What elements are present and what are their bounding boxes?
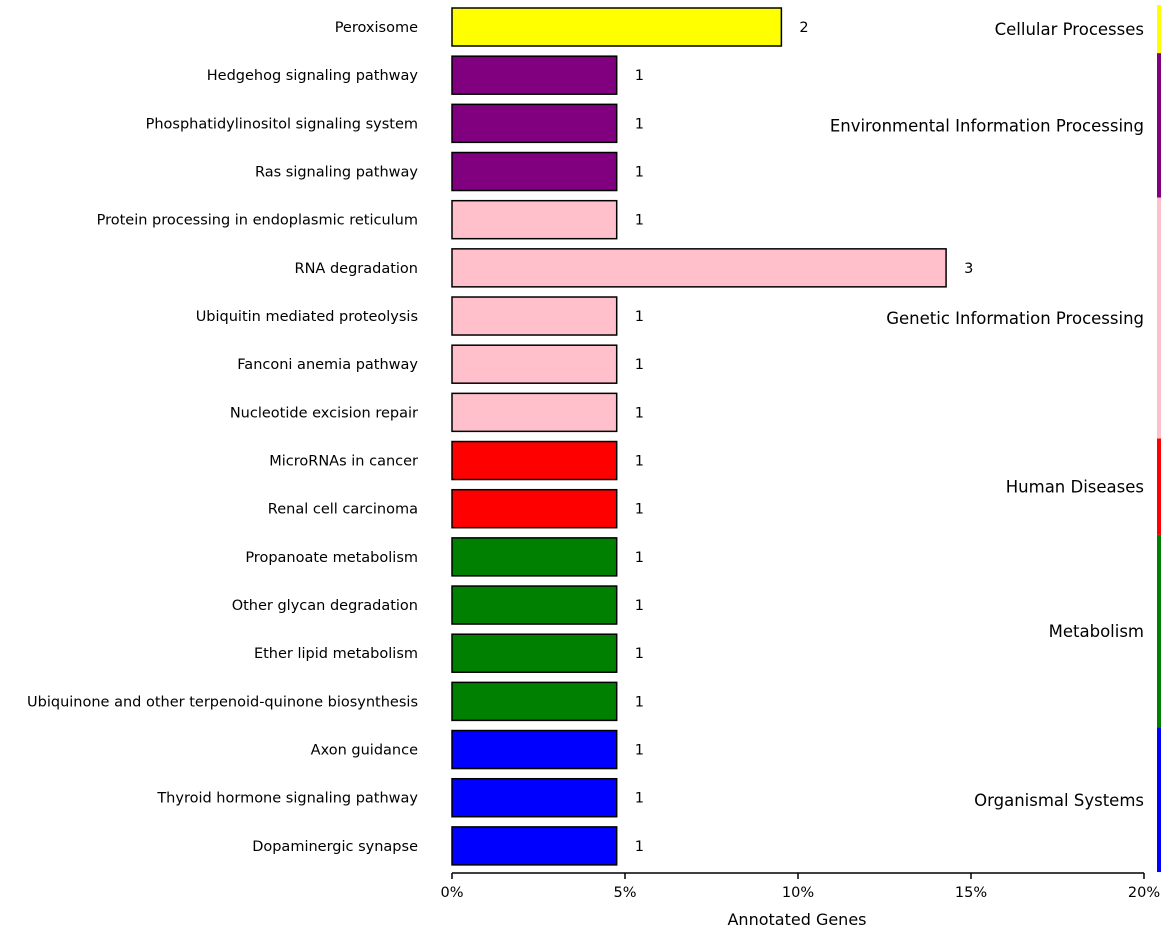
value-label-thyroid-hormone-signaling-pathway: 1 <box>635 791 644 807</box>
category-label-micrornas-in-cancer: MicroRNAs in cancer <box>269 454 418 470</box>
x-tick-label: 10% <box>782 885 814 901</box>
value-label-axon-guidance: 1 <box>635 743 644 759</box>
group-label-cellular-processes: Cellular Processes <box>995 20 1144 39</box>
value-label-nucleotide-excision-repair: 1 <box>635 405 644 421</box>
bar-micrornas-in-cancer <box>451 440 618 481</box>
category-label-fanconi-anemia-pathway: Fanconi anemia pathway <box>237 357 418 373</box>
value-label-rna-degradation: 3 <box>964 261 973 277</box>
bar-phosphatidylinositol-signaling-system <box>451 103 618 144</box>
category-label-dopaminergic-synapse: Dopaminergic synapse <box>252 839 418 855</box>
value-label-phosphatidylinositol-signaling-system: 1 <box>635 116 644 132</box>
bar-renal-cell-carcinoma <box>451 488 618 529</box>
category-label-nucleotide-excision-repair: Nucleotide excision repair <box>230 405 418 421</box>
x-axis: 0% 5% 10% 15% 20% <box>440 872 1160 901</box>
bar-ether-lipid-metabolism <box>451 633 618 673</box>
bar-series <box>451 7 947 866</box>
bar-other-glycan-degradation <box>451 585 618 625</box>
bar-protein-processing-in-endoplasmic-reticulum <box>451 199 618 240</box>
value-label-other-glycan-degradation: 1 <box>635 598 644 614</box>
category-label-ubiquinone-and-other-terpenoid-quinone-biosynthesis: Ubiquinone and other terpenoid-quinone b… <box>27 694 418 710</box>
value-label-peroxisome: 2 <box>799 20 808 36</box>
x-tick-label: 15% <box>955 885 987 901</box>
bar-rna-degradation <box>451 248 947 288</box>
group-strip-genetic-information-processing <box>1157 197 1161 439</box>
group-strip-organismal-systems <box>1157 727 1161 873</box>
group-strip-environmental-information-processing <box>1157 53 1161 198</box>
category-label-axon-guidance: Axon guidance <box>311 743 418 759</box>
x-tick-label: 5% <box>613 885 636 901</box>
group-labels: Cellular Processes Environmental Informat… <box>830 20 1144 810</box>
group-label-environmental-information-processing: Environmental Information Processing <box>830 116 1144 135</box>
value-label-fanconi-anemia-pathway: 1 <box>635 357 644 373</box>
category-label-thyroid-hormone-signaling-pathway: Thyroid hormone signaling pathway <box>156 791 418 807</box>
bar-ras-signaling-pathway <box>451 151 618 192</box>
bar-dopaminergic-synapse <box>451 826 618 866</box>
category-label-ras-signaling-pathway: Ras signaling pathway <box>255 165 418 181</box>
bar-ubiquitin-mediated-proteolysis <box>451 296 618 336</box>
bar-fanconi-anemia-pathway <box>451 344 618 384</box>
group-strip-cellular-processes <box>1157 5 1161 54</box>
x-tick-label: 20% <box>1128 885 1160 901</box>
bar-propanoate-metabolism <box>451 537 618 577</box>
category-label-hedgehog-signaling-pathway: Hedgehog signaling pathway <box>207 68 419 84</box>
value-labels: 2 1 1 1 1 3 1 1 1 1 1 1 1 1 1 1 1 1 <box>635 20 974 855</box>
category-label-ether-lipid-metabolism: Ether lipid metabolism <box>254 646 418 662</box>
bar-peroxisome <box>451 7 783 47</box>
category-label-ubiquitin-mediated-proteolysis: Ubiquitin mediated proteolysis <box>196 309 418 325</box>
group-strip-metabolism <box>1157 534 1161 728</box>
value-label-dopaminergic-synapse: 1 <box>635 839 644 855</box>
value-label-ether-lipid-metabolism: 1 <box>635 646 644 662</box>
value-label-protein-processing-in-endoplasmic-reticulum: 1 <box>635 213 644 229</box>
group-label-human-diseases: Human Diseases <box>1006 478 1144 497</box>
value-label-ubiquitin-mediated-proteolysis: 1 <box>635 309 644 325</box>
bar-thyroid-hormone-signaling-pathway <box>451 777 618 818</box>
x-axis-title: Annotated Genes <box>727 910 866 929</box>
value-label-ubiquinone-and-other-terpenoid-quinone-biosynthesis: 1 <box>635 694 644 710</box>
bar-hedgehog-signaling-pathway <box>451 55 618 95</box>
x-tick-label: 0% <box>440 885 463 901</box>
bar-axon-guidance <box>451 729 618 770</box>
bar-ubiquinone-and-other-terpenoid-quinone-biosynthesis <box>451 681 618 722</box>
value-label-ras-signaling-pathway: 1 <box>635 165 644 181</box>
category-label-rna-degradation: RNA degradation <box>295 261 419 277</box>
group-label-organismal-systems: Organismal Systems <box>974 791 1144 810</box>
value-label-hedgehog-signaling-pathway: 1 <box>635 68 644 84</box>
group-strip-human-diseases <box>1157 438 1161 535</box>
group-label-genetic-information-processing: Genetic Information Processing <box>886 309 1144 328</box>
category-label-renal-cell-carcinoma: Renal cell carcinoma <box>268 502 418 518</box>
category-label-other-glycan-degradation: Other glycan degradation <box>232 598 418 614</box>
bar-nucleotide-excision-repair <box>451 392 618 433</box>
value-label-renal-cell-carcinoma: 1 <box>635 502 644 518</box>
category-label-peroxisome: Peroxisome <box>335 20 418 36</box>
category-label-phosphatidylinositol-signaling-system: Phosphatidylinositol signaling system <box>146 116 418 132</box>
group-label-metabolism: Metabolism <box>1049 622 1144 641</box>
category-label-protein-processing-in-endoplasmic-reticulum: Protein processing in endoplasmic reticu… <box>97 213 418 229</box>
value-label-propanoate-metabolism: 1 <box>635 550 644 566</box>
category-labels: Peroxisome Hedgehog signaling pathway Phos… <box>27 20 418 855</box>
value-label-micrornas-in-cancer: 1 <box>635 454 644 470</box>
group-color-strips <box>1157 5 1161 873</box>
category-label-propanoate-metabolism: Propanoate metabolism <box>245 550 418 566</box>
